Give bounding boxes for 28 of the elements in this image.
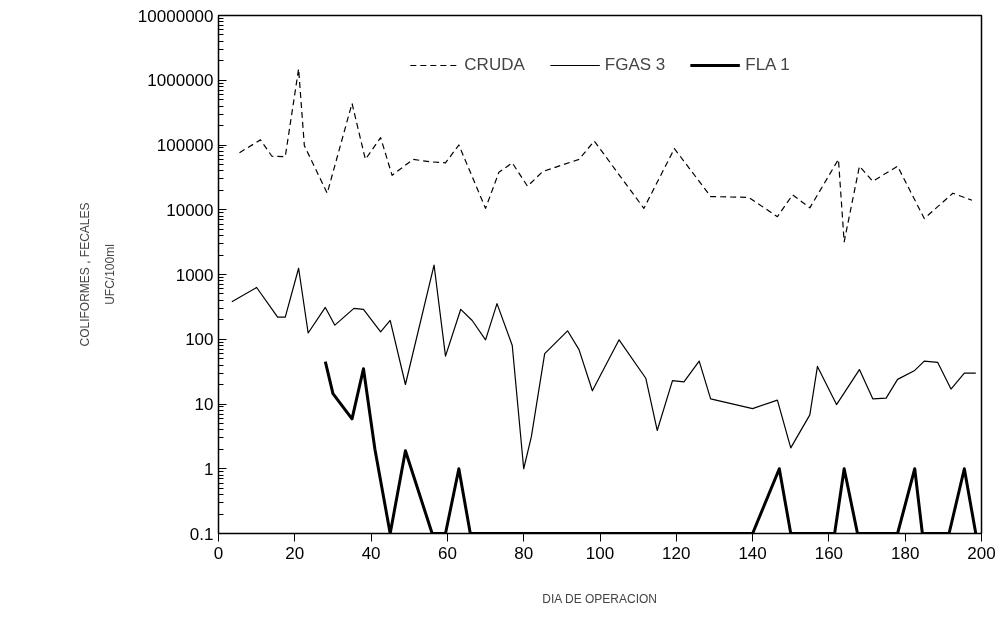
y-tick-label: 100000 (156, 136, 214, 155)
x-tick-label: 40 (361, 543, 381, 563)
x-tick-label: 140 (738, 543, 767, 563)
x-tick-label: 60 (437, 543, 457, 563)
x-tick-label: 180 (891, 543, 920, 563)
y-tick-label: 1000000 (147, 71, 214, 91)
x-tick-label: 80 (514, 543, 534, 563)
legend-label: FLA 1 (745, 55, 790, 75)
x-tick-label: 120 (662, 543, 691, 563)
x-tick-label: 200 (967, 543, 996, 563)
x-tick-label: 20 (285, 543, 305, 563)
x-axis-title: DIA DE OPERACION (542, 591, 658, 606)
line-series (238, 68, 973, 243)
x-tick-label: 0 (213, 543, 224, 563)
y-tick-label: 0.1 (189, 524, 214, 544)
legend-label: FGAS 3 (604, 55, 666, 75)
x-tick-label: 160 (814, 543, 844, 563)
y-tick-label: 1000 (175, 265, 214, 285)
y-tick-label: 10 (194, 395, 214, 414)
x-tick-label: 100 (585, 543, 615, 563)
y-tick-label: 100 (185, 330, 214, 350)
legend-label: CRUDA (464, 55, 525, 75)
y-tick-label: 10000000 (137, 6, 214, 26)
y-tick-label: 10000 (166, 200, 214, 220)
text: UFC/100ml (102, 244, 117, 305)
y-axis-title: COLIFORMES , FECALES (77, 202, 92, 347)
y-tick-label: 1 (204, 459, 214, 479)
line-series (231, 264, 977, 470)
